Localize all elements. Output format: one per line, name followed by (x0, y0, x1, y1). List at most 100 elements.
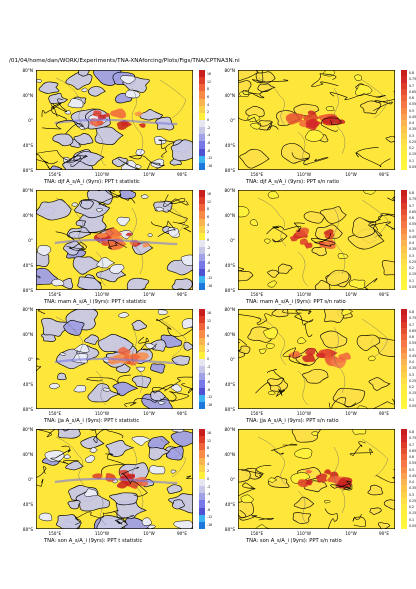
colorbar-tick-label: 0.4 (409, 360, 415, 365)
colorbar-tick-label: 4 (207, 222, 210, 227)
colorbar-segment (401, 190, 407, 197)
contour-line (275, 385, 286, 397)
colorbar-t-statistic: 16 12 8 6 4 2 0 -2 -4 -6 -8 -12 -16 (199, 309, 217, 410)
colorbar-segment (199, 84, 205, 92)
colorbar-tick-label: 0.45 (409, 114, 416, 119)
coastline (257, 197, 287, 247)
colorbar-tick-label: 8 (207, 207, 210, 212)
lat-tick-label: 40°N (224, 332, 235, 337)
colorbar-tick-label: 0.4 (409, 480, 415, 485)
colorbar-segment (199, 330, 205, 338)
colorbar-tick-label: 0.75 (409, 77, 416, 82)
field-patch (369, 507, 382, 515)
colorbar-tick-label: 0.15 (409, 511, 416, 516)
field-patch (148, 465, 166, 475)
colorbar-segment (401, 516, 407, 524)
colorbar-segment (199, 394, 205, 403)
high-value-patch (97, 232, 109, 238)
colorbar-t-statistic: 16 12 8 6 4 2 0 -2 -4 -6 -8 -12 -16 (199, 429, 217, 530)
colorbar-tick-label: 0.5 (409, 108, 415, 113)
map-field-svg (238, 429, 395, 529)
map-field-svg (238, 309, 395, 409)
colorbar-segment (199, 225, 205, 234)
colorbar-tick-label: -12 (207, 276, 213, 281)
contour-line (156, 315, 193, 337)
colorbar-tick-label: -4 (207, 372, 211, 377)
lon-tick-label: 150°E (48, 531, 62, 536)
colorbar-tick-label: 0.55 (409, 102, 416, 107)
colorbar-tick-label: -16 (207, 403, 213, 408)
colorbar-segment (199, 443, 205, 451)
colorbar-tick-label: 0.65 (409, 89, 416, 94)
coastline (159, 79, 187, 119)
colorbar-segment (401, 88, 407, 96)
field-patch (385, 135, 395, 143)
contour-line (160, 391, 189, 403)
colorbar-sn-ratio: 0.8 0.75 0.7 0.65 0.6 0.55 0.5 0.45 0.4 0.35 0.3 0.… (401, 70, 416, 171)
high-value-patch (299, 238, 309, 245)
lon-tick-label: 110°W (296, 292, 312, 297)
colorbar-segment (401, 402, 407, 410)
colorbar-segment (199, 141, 205, 149)
map-plot-area (238, 190, 395, 290)
colorbar-segment (401, 265, 407, 272)
colorbar-segment (199, 91, 205, 99)
map-plot-area (36, 190, 193, 290)
colorbar-tick-label: 6 (207, 333, 210, 338)
plot-frame (238, 429, 395, 529)
colorbar-tick-label: 0.05 (409, 164, 416, 169)
coastline (361, 79, 389, 119)
contour-line (266, 222, 305, 235)
coastline (297, 370, 309, 406)
colorbar-segment (401, 196, 407, 203)
contour-line (328, 397, 357, 409)
colorbar-tick-label: 0 (207, 477, 210, 481)
colorbar-tick-label: 0.35 (409, 127, 416, 132)
colorbar-tick-label: 16 (207, 191, 212, 196)
field-patch (296, 337, 307, 344)
coastline (159, 438, 187, 478)
high-value-patch (324, 469, 332, 475)
contour-line (324, 508, 338, 529)
colorbar-tick-label: -2 (207, 364, 211, 369)
colorbar-tick-label: 2 (207, 469, 210, 474)
field-patch (119, 190, 136, 200)
field-patch (181, 318, 193, 329)
colorbar-tick-label: 16 (207, 430, 212, 435)
panel-title: TNA: son A_s/A_i (9yrs): PPT s/n ratio (246, 538, 342, 544)
coastline (95, 370, 107, 406)
field-patch (52, 133, 74, 147)
colorbar-segment (199, 471, 205, 480)
colorbar-segment (199, 134, 205, 142)
colorbar-tick-label: 0.6 (409, 216, 415, 221)
colorbar-segment (401, 113, 407, 121)
field-patch (147, 436, 170, 450)
contour-line (101, 453, 125, 475)
contour-line (372, 398, 395, 409)
lat-tick-label: 40°N (22, 213, 33, 218)
colorbar-tick-label: 0.65 (409, 328, 416, 333)
contour-line (90, 429, 124, 443)
map-plot-area (238, 429, 395, 529)
colorbar-tick-label: 0.3 (409, 372, 415, 377)
plot-frame (36, 70, 193, 170)
field-patch (238, 270, 254, 282)
field-patch (48, 92, 69, 104)
coastline (297, 251, 309, 287)
contour-line (41, 102, 67, 120)
colorbar-tick-label: 0.75 (409, 197, 416, 202)
coastline (131, 87, 144, 155)
field-patch (171, 429, 185, 433)
contour-line (114, 511, 135, 525)
field-patch (150, 363, 166, 374)
colorbar-segment (401, 522, 407, 530)
colorbar-segment (401, 491, 407, 499)
field-patch (125, 89, 141, 99)
field-patch (170, 430, 193, 447)
field-patch (383, 499, 395, 510)
contour-line (349, 441, 374, 456)
field-patch (145, 342, 156, 349)
colorbar-tick-label: 0.05 (409, 523, 416, 528)
colorbar-segment (199, 98, 205, 106)
colorbar-segment (199, 254, 205, 262)
